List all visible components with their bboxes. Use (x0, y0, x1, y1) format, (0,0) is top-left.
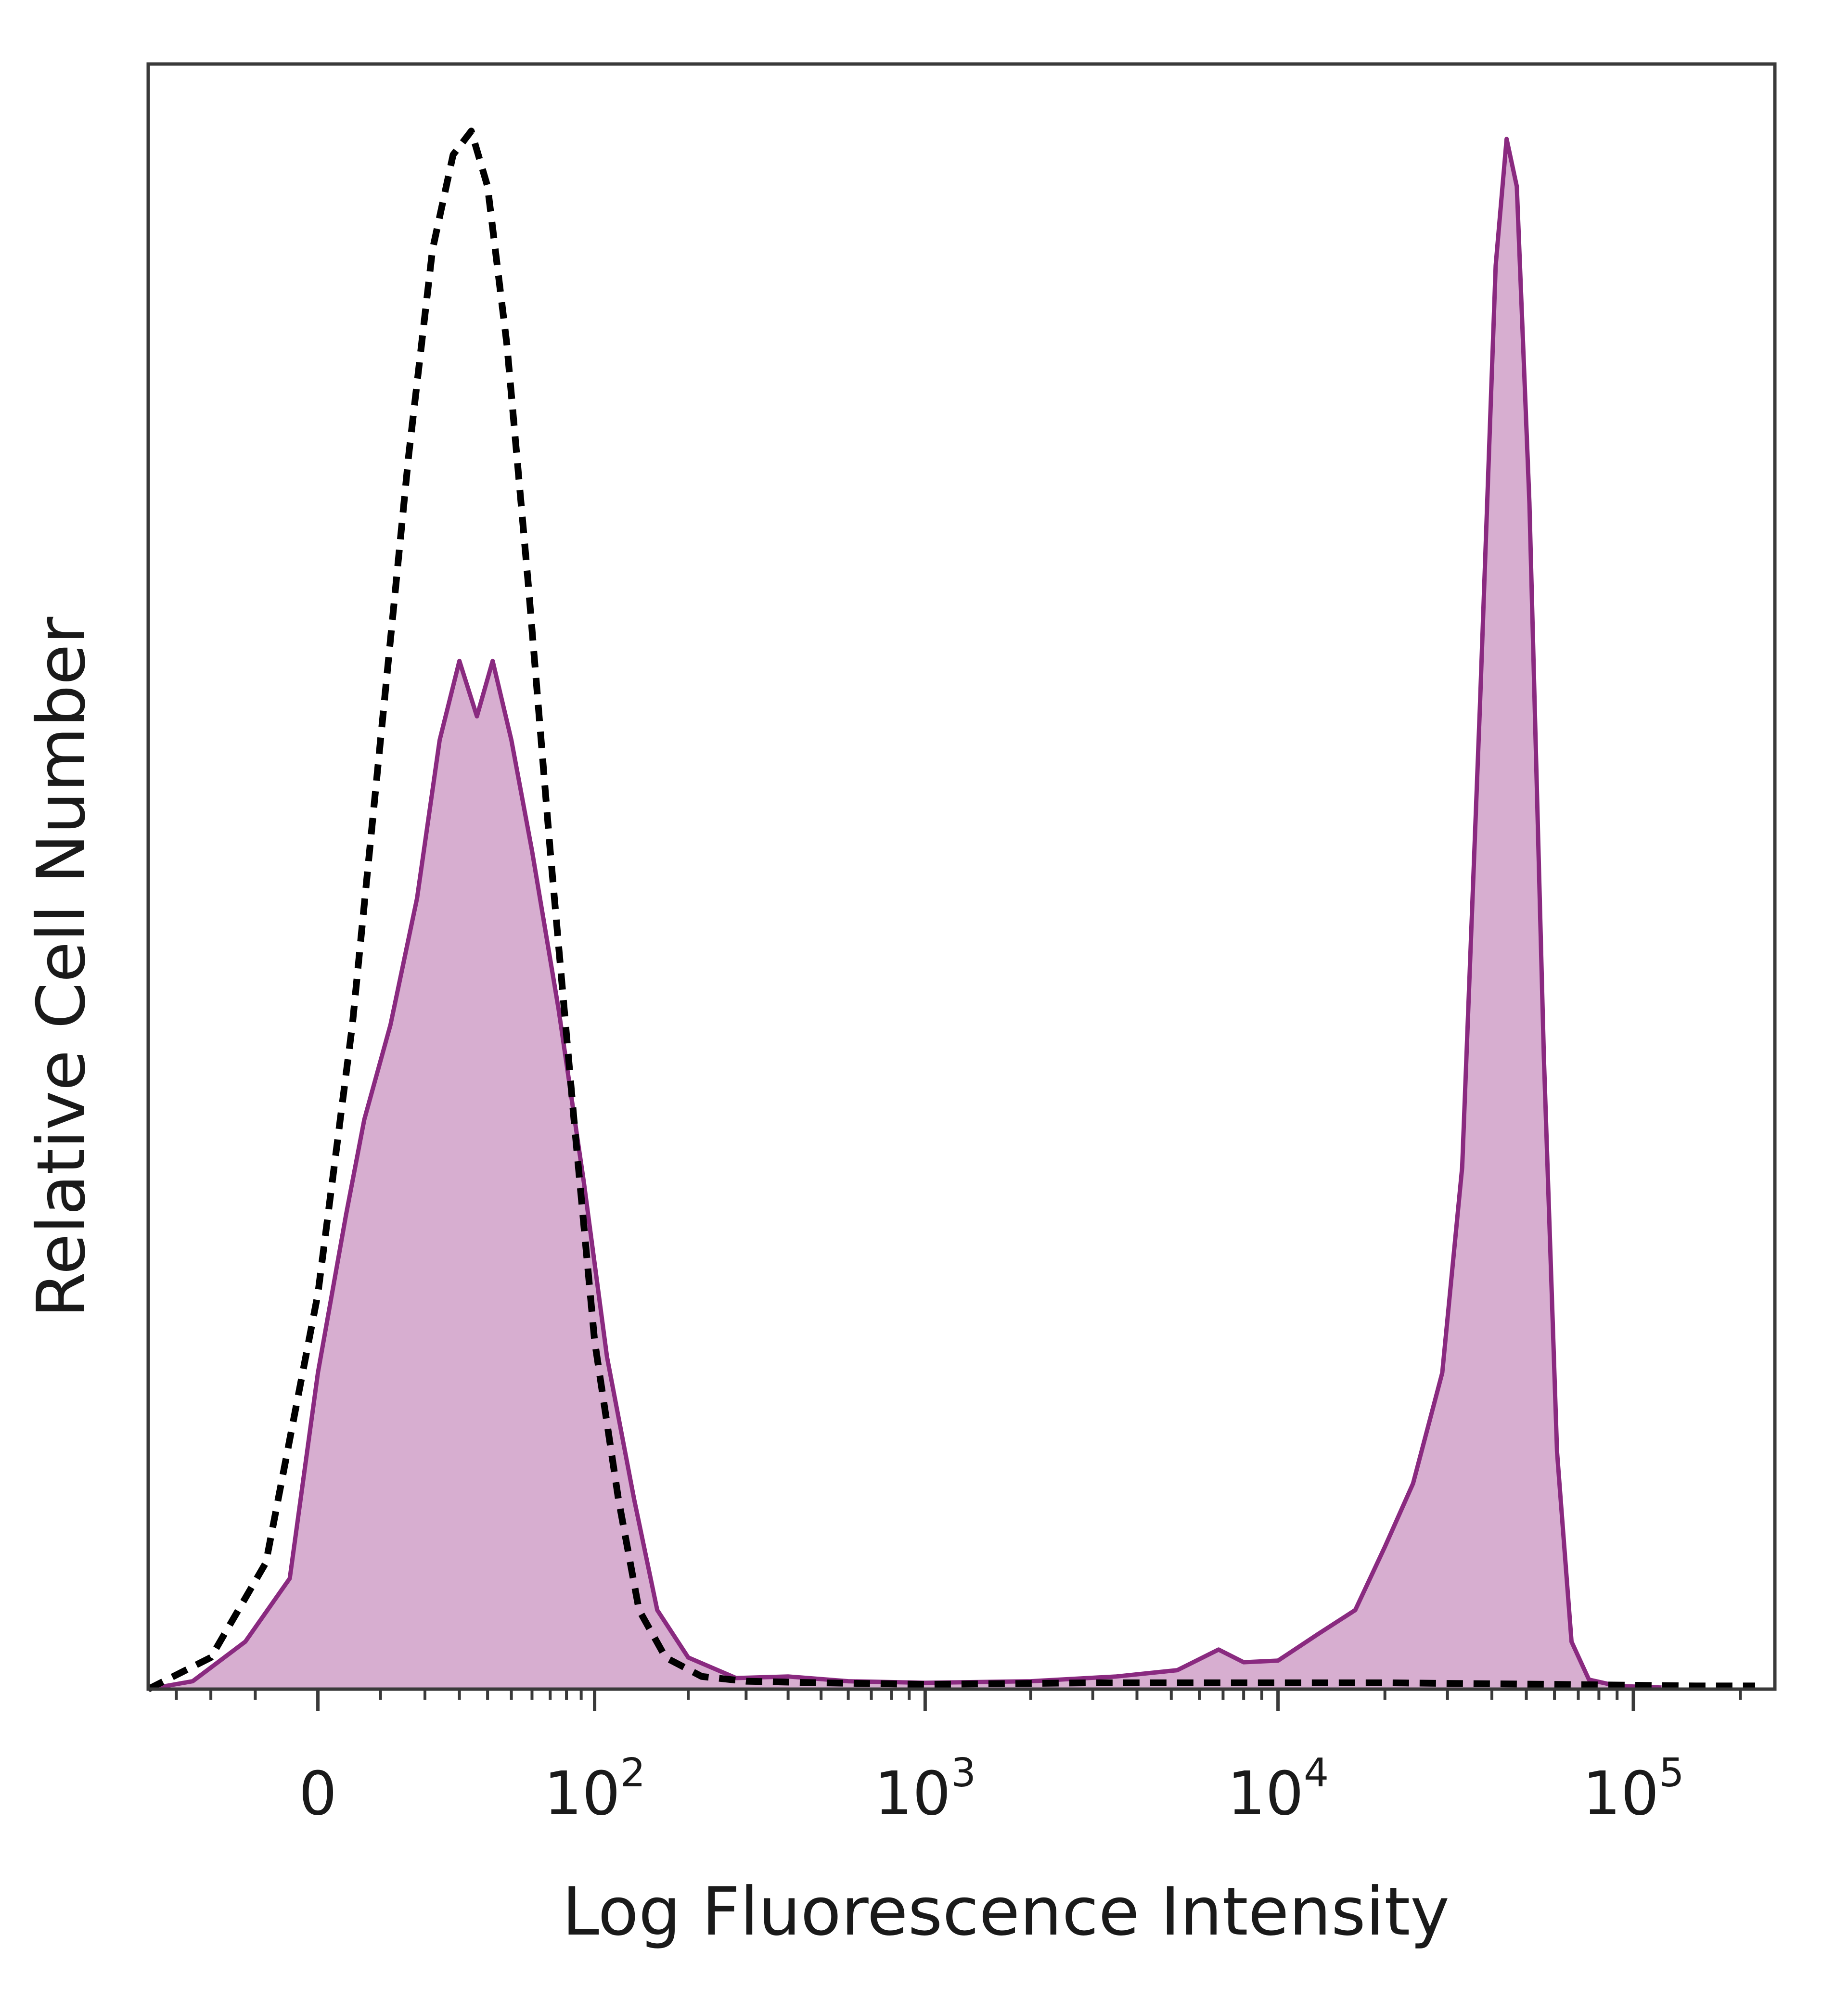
x-axis-label: Log Fluorescence Intensity (562, 1873, 1450, 1950)
plot-frame (146, 62, 1777, 1691)
x-axis-ticks: 0 102 103 104 105 (175, 1689, 1742, 1829)
x-tick-label: 0 (299, 1759, 337, 1829)
plot-area (146, 128, 1755, 1692)
x-tick-label: 102 (544, 1750, 645, 1829)
series-1-line (146, 128, 1755, 1692)
x-tick-label: 103 (874, 1750, 976, 1829)
series-0-fill (148, 139, 1662, 1690)
y-axis-label: Relative Cell Number (23, 616, 100, 1318)
x-tick-label: 104 (1227, 1750, 1329, 1829)
x-tick-label: 105 (1582, 1750, 1684, 1829)
